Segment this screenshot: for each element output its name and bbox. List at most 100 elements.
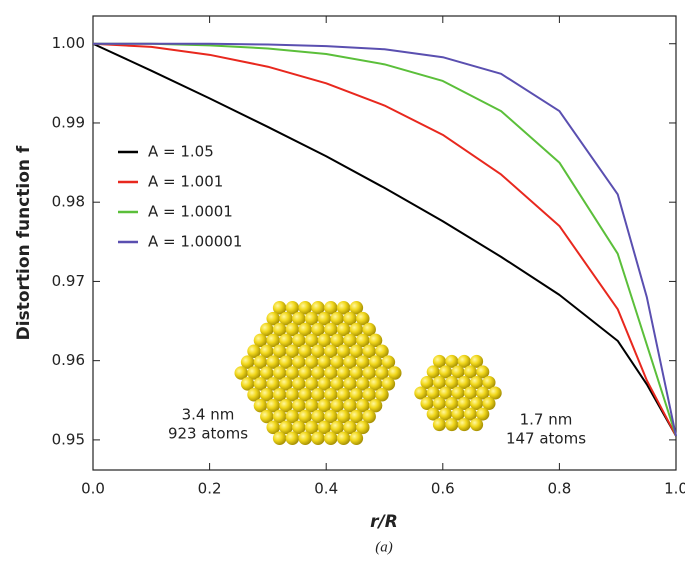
atom [356,377,370,391]
atom [362,409,376,424]
series-line [93,42,677,437]
atom [285,301,300,315]
y-tick-label: 0.98 [52,193,85,211]
atom [240,355,255,369]
atom [463,407,477,421]
atom [476,386,490,400]
atom [279,420,293,435]
atom [311,344,325,358]
atom [445,354,459,368]
atom [356,355,370,369]
atom [388,366,402,380]
atom [266,420,280,435]
atom [298,322,312,337]
atom [266,355,280,369]
annotation: 923 atoms [168,425,248,443]
atom [343,355,357,369]
atom [381,355,396,369]
atom [253,377,268,391]
annotation: 3.4 nm [182,406,235,424]
y-tick-label: 1.00 [52,34,85,52]
atom [368,355,383,369]
atom [375,344,389,358]
atom [349,409,364,424]
y-axis-title: Distortion function f [14,145,34,340]
atom [426,407,440,421]
atom [426,365,440,379]
atom [304,333,319,348]
atom [343,333,357,348]
atom [432,375,446,389]
atom [292,420,306,435]
annotation: 1.7 nm [520,411,573,429]
atom [247,344,261,358]
atom [272,409,287,424]
atom [317,420,332,435]
atom [266,333,280,348]
atom [362,388,376,402]
atom [292,377,306,391]
atom [317,311,332,326]
series-line [92,42,677,437]
y-tick-label: 0.99 [52,113,85,131]
atom [463,386,477,400]
atom [304,311,319,326]
atom [266,398,280,413]
legend-label: A = 1.00001 [148,233,242,251]
atom [285,366,300,380]
atom [451,386,465,400]
atom [470,397,484,411]
atom [279,355,293,369]
atom [292,311,306,326]
atom [414,386,428,400]
legend-label: A = 1.001 [148,173,223,191]
atom [247,388,261,402]
atom [356,311,370,326]
atom [457,397,471,411]
atom [304,377,319,391]
x-tick-label: 0.6 [431,480,455,498]
atom [470,354,484,368]
series-line [92,42,677,437]
atom [349,388,364,402]
atom [330,398,344,413]
atom [330,333,344,348]
atom [304,355,319,369]
atom [381,377,396,391]
atom [336,322,351,337]
atom [298,388,312,402]
nanoparticle-illustration [234,301,502,445]
atom [311,431,325,445]
plot-frame [92,15,677,471]
atom [439,386,453,400]
atom [356,333,370,348]
atom [272,431,287,445]
atom [420,397,434,411]
atom [368,333,383,348]
annotation: 147 atoms [506,430,586,448]
atom [324,322,338,337]
atom [292,355,306,369]
atom [343,311,357,326]
atom [457,418,471,432]
atom [368,398,383,413]
x-tick-label: 1.0 [664,480,685,498]
atom [470,418,484,432]
legend-label: A = 1.05 [148,143,214,161]
atom [349,431,364,445]
atom [266,311,280,326]
atom [285,344,300,358]
atom [285,431,300,445]
atom [445,397,459,411]
x-tick-label: 0.0 [81,480,105,498]
atom [362,322,376,337]
atom [330,355,344,369]
atom [482,375,496,389]
atom [266,377,280,391]
atom [439,365,453,379]
atom [336,409,351,424]
atom [298,366,312,380]
atom [285,388,300,402]
atom [336,344,351,358]
